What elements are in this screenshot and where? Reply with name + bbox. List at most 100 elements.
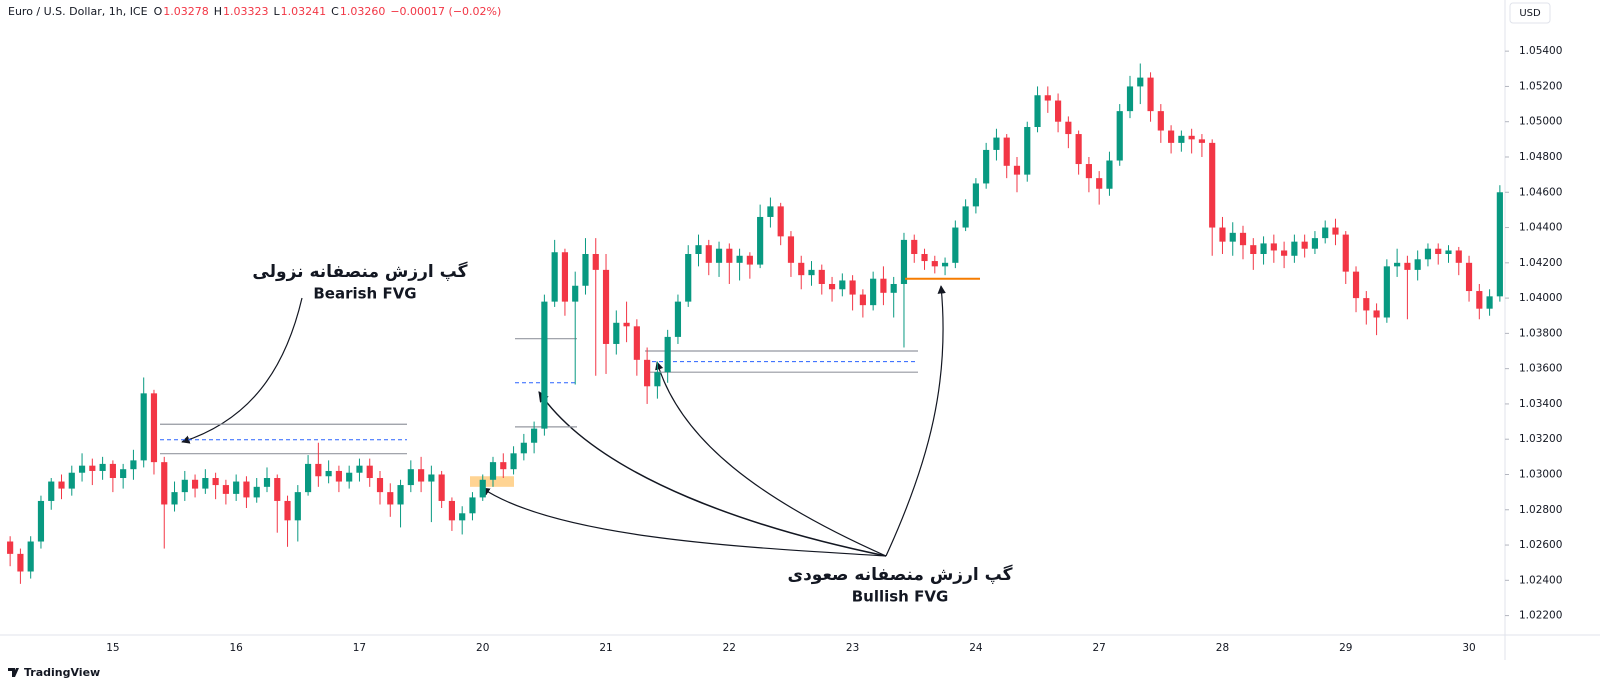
candle-body — [1394, 262, 1401, 267]
candle-body — [972, 183, 979, 207]
candle-body — [479, 479, 486, 498]
candle-body — [993, 137, 1000, 150]
candle-body — [551, 252, 558, 302]
candle-body — [572, 285, 579, 302]
candle-body — [325, 470, 332, 477]
candle-body — [736, 255, 743, 263]
candle-body — [27, 541, 34, 572]
candle-body — [828, 283, 836, 290]
candle-body — [870, 278, 877, 306]
candle-body — [1198, 139, 1205, 143]
candle-body — [531, 428, 538, 443]
chart-title: Euro / U.S. Dollar, 1h, ICE — [8, 5, 148, 18]
candle-body — [602, 269, 610, 344]
candle-body — [1486, 296, 1493, 309]
annotation-arrow — [655, 361, 887, 557]
header-legend: Euro / U.S. Dollar, 1h, ICE O 1.03278 H 1.0… — [8, 5, 501, 18]
candle-body — [757, 216, 764, 265]
brand-name: TradingView — [24, 666, 100, 679]
candle-body — [633, 326, 640, 360]
candle-body — [335, 470, 342, 482]
candle-body — [685, 254, 692, 302]
candle-body — [1055, 100, 1062, 122]
legend-value: 1.03278 — [163, 5, 209, 18]
y-tick-label: 1.04800 — [1519, 151, 1562, 163]
candle-body — [890, 283, 897, 293]
candle-body — [705, 245, 712, 263]
x-tick-label: 17 — [353, 642, 366, 654]
candle-body — [263, 478, 271, 487]
x-tick-label: 15 — [106, 642, 119, 654]
candle-body — [1044, 95, 1051, 101]
legend-label: O — [154, 5, 163, 18]
annotation-subtext: Bullish FVG — [852, 588, 949, 606]
candle-body — [1311, 238, 1319, 249]
candle-body — [592, 254, 599, 270]
candle-body — [68, 472, 75, 489]
x-tick-label: 16 — [229, 642, 243, 654]
annotation-arrow — [481, 487, 887, 557]
candle-body — [1013, 165, 1021, 175]
candle-body — [1281, 250, 1288, 256]
candle-body — [695, 245, 702, 254]
candle-body — [181, 479, 188, 493]
candle-body — [880, 278, 887, 293]
y-tick-label: 1.02800 — [1519, 504, 1562, 516]
candle-body — [1116, 111, 1123, 161]
candle-body — [1322, 227, 1329, 239]
candle-body — [294, 492, 301, 521]
candle-body — [1424, 248, 1432, 260]
annotation-subtext: Bearish FVG — [313, 285, 416, 303]
candle-body — [1332, 227, 1339, 235]
candle-body — [561, 252, 569, 302]
x-tick-label: 28 — [1216, 642, 1229, 654]
candle-body — [253, 486, 260, 498]
candle-body — [1363, 298, 1370, 311]
candle-body — [1034, 95, 1041, 127]
candle-body — [438, 474, 445, 501]
candle-body — [500, 462, 507, 470]
candle-body — [808, 269, 815, 276]
candle-body — [233, 481, 240, 494]
y-tick-label: 1.04600 — [1519, 186, 1562, 198]
candle-body — [839, 280, 846, 290]
currency-button[interactable] — [1509, 2, 1551, 24]
x-tick-label: 29 — [1339, 642, 1352, 654]
candle-body — [1219, 227, 1226, 242]
candle-body — [1065, 121, 1072, 135]
legend-value: 1.03323 — [223, 5, 269, 18]
candle-body — [1188, 135, 1195, 140]
candle-body — [654, 372, 661, 387]
candle-body — [921, 254, 928, 262]
candle-body — [448, 500, 455, 521]
candle-body — [1096, 178, 1103, 189]
y-tick-label: 1.03400 — [1519, 398, 1562, 410]
legend-label: L — [274, 5, 281, 18]
candle-body — [489, 462, 497, 480]
candle-body — [17, 553, 24, 572]
candle-body — [715, 248, 723, 263]
candle-body — [911, 239, 918, 254]
annotation-text: گپ ارزش منصفانه صعودی — [787, 564, 1012, 585]
candle-body — [674, 301, 682, 337]
candle-body — [212, 478, 219, 486]
y-tick-label: 1.03000 — [1519, 468, 1562, 480]
candle-body — [1445, 250, 1452, 254]
candle-body — [1075, 134, 1082, 165]
candle-body — [1157, 111, 1164, 131]
candle-body — [1250, 245, 1257, 254]
y-tick-label: 1.03800 — [1519, 327, 1562, 339]
x-tick-label: 21 — [599, 642, 612, 654]
candle-body — [541, 301, 548, 429]
legend-label: C — [331, 5, 339, 18]
candle-body — [161, 462, 168, 505]
candle-body — [99, 463, 106, 471]
candle-body — [1383, 266, 1390, 318]
candle-body — [366, 465, 373, 479]
candle-body — [787, 236, 795, 263]
candle-body — [582, 254, 589, 286]
candle-body — [1147, 77, 1154, 112]
candle-body — [1455, 250, 1462, 263]
candle-body — [1342, 234, 1349, 272]
candle-body — [109, 463, 116, 479]
